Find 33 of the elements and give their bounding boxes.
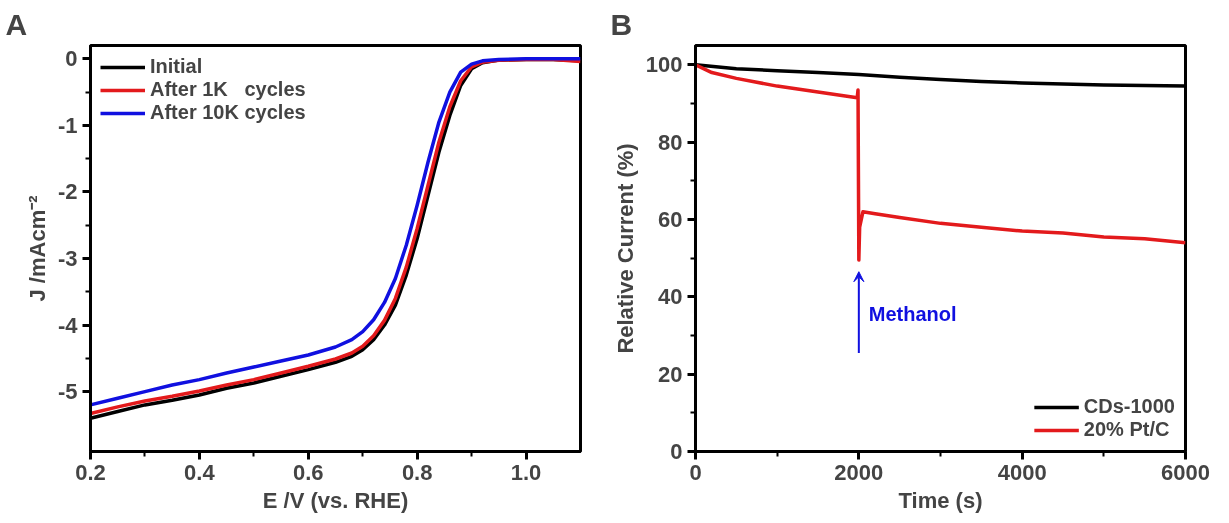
y-tick-label: -3	[57, 245, 78, 271]
legend-label: 20% Pt/C	[1083, 418, 1170, 441]
y-axis-title: Relative Current (%)	[612, 143, 638, 354]
legend-label: Initial	[150, 55, 203, 78]
y-tick-label: 40	[658, 284, 683, 310]
x-tick-label: 0.4	[184, 459, 216, 485]
legend-label: CDs-1000	[1083, 395, 1175, 418]
y-tick-label: -1	[57, 112, 78, 138]
x-tick-label: 6000	[1161, 459, 1210, 485]
x-tick-label: 1.0	[510, 459, 542, 485]
y-tick-label: 80	[658, 129, 683, 155]
y-tick-label: 60	[658, 207, 683, 232]
legend-label: After 1K cycles	[150, 78, 306, 101]
x-tick-label: 4000	[997, 459, 1047, 485]
y-tick-label: -5	[57, 379, 78, 405]
annotation: Methanol	[868, 303, 957, 326]
y-tick-label: 20	[658, 361, 683, 387]
x-axis-title: Time (s)	[898, 487, 983, 513]
x-tick-label: 0.6	[292, 459, 324, 485]
chart-title: B	[610, 7, 633, 41]
y-tick-label: -4	[57, 312, 79, 338]
x-tick-label: 0	[689, 459, 702, 485]
y-axis-title: J /mAcm⁻²	[24, 195, 50, 302]
x-tick-label: 0.2	[75, 459, 106, 485]
x-tick-label: 0.8	[401, 459, 433, 485]
x-axis-title: E /V (vs. RHE)	[262, 487, 409, 513]
y-tick-label: 0	[65, 46, 78, 72]
y-tick-label: 0	[670, 439, 683, 464]
y-tick-label: 100	[645, 52, 683, 78]
x-tick-label: 2000	[834, 459, 884, 485]
chart-title: A	[5, 7, 28, 41]
y-tick-label: -2	[57, 179, 78, 205]
legend-label: After 10K cycles	[150, 101, 306, 124]
